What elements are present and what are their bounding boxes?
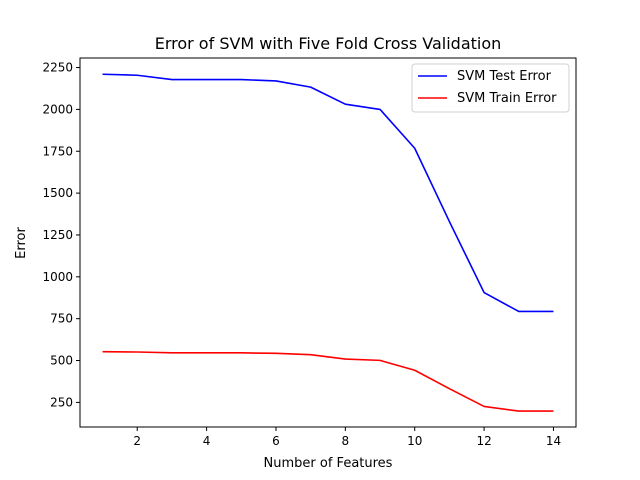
legend: SVM Test Error SVM Train Error: [411, 63, 570, 113]
y-tick-label: 1750: [42, 144, 73, 158]
y-tick-label: 250: [50, 395, 73, 409]
x-axis: 2 4 6 8 10 12 14: [133, 427, 561, 448]
x-tick-label: 4: [203, 434, 211, 448]
y-tick-label: 500: [50, 354, 73, 368]
x-tick-label: 12: [476, 434, 491, 448]
y-tick-label: 2250: [42, 61, 73, 75]
legend-box: [411, 63, 570, 113]
x-axis-label: Number of Features: [264, 456, 393, 471]
y-tick-label: 750: [50, 312, 73, 326]
x-tick-label: 8: [342, 434, 350, 448]
y-axis: 250 500 750 1000 1250 1500 1750 2000 2250: [42, 61, 80, 409]
plot-area: 2 4 6 8 10 12 14 250 500 750 1000 1250 1500 1750 2000…: [42, 57, 577, 448]
legend-label-svm-train-error: SVM Train Error: [457, 91, 557, 106]
y-axis-label: Error: [14, 227, 29, 259]
series-line-svm-test-error: [102, 73, 554, 313]
chart-title: Error of SVM with Five Fold Cross Valida…: [155, 34, 502, 53]
x-tick-label: 10: [407, 434, 422, 448]
y-tick-label: 1250: [42, 228, 73, 242]
series-lines: [102, 73, 554, 412]
y-tick-label: 1000: [42, 270, 73, 284]
x-tick-label: 14: [546, 434, 561, 448]
x-tick-label: 2: [133, 434, 141, 448]
axes-frame: [79, 57, 577, 428]
x-tick-label: 6: [272, 434, 280, 448]
legend-label-svm-test-error: SVM Test Error: [457, 69, 552, 84]
y-tick-label: 2000: [42, 102, 73, 116]
series-line-svm-train-error: [102, 350, 554, 412]
y-tick-label: 1500: [42, 186, 73, 200]
